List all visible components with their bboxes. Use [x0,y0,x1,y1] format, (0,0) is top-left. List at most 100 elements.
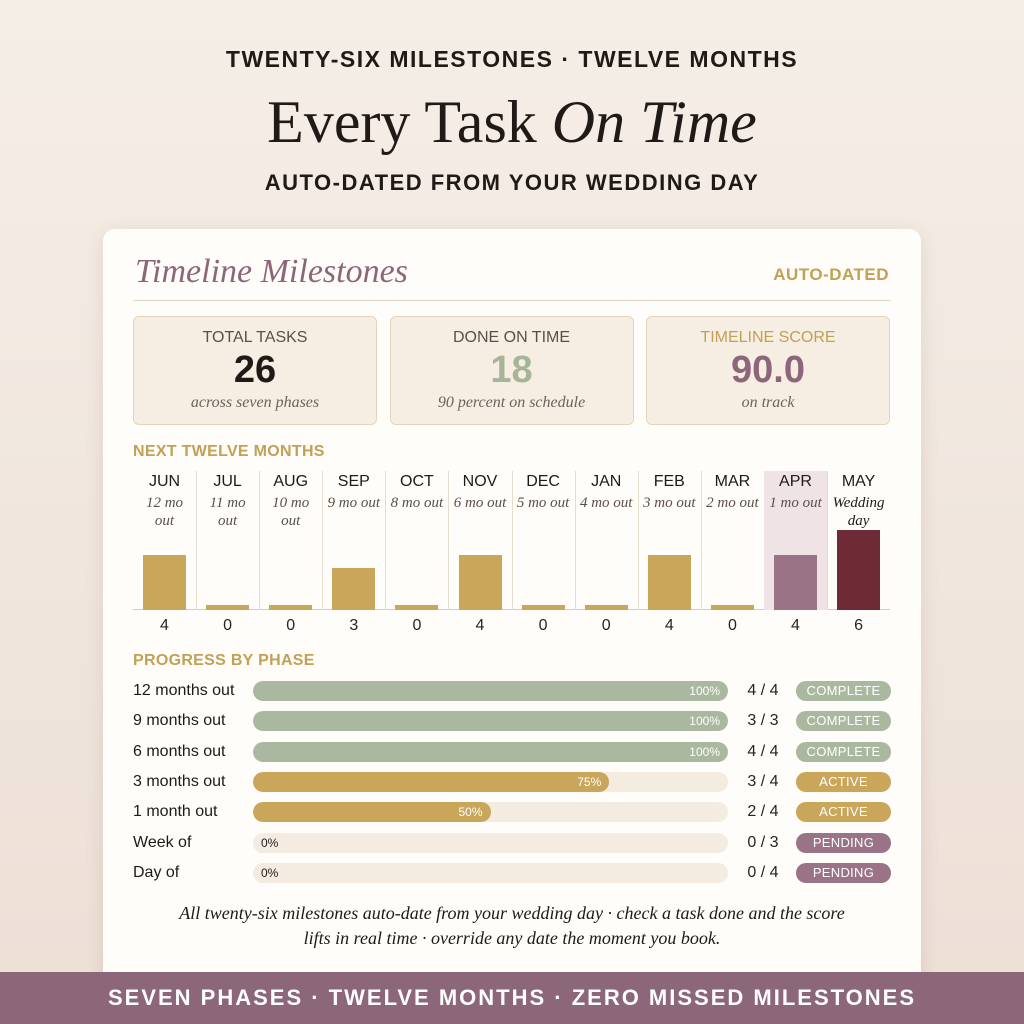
month-column: SEP 9 mo out [322,471,387,610]
month-sub: 2 mo out [706,495,759,511]
month-sub: Wedding day [832,495,885,529]
month-bar [332,567,376,610]
month-column: OCT 8 mo out [385,471,450,610]
stat-sub: 90 percent on schedule [437,394,586,411]
status-pill: ACTIVE [796,802,891,823]
month-count: 0 [223,617,233,634]
percent-label: 0% [261,865,279,880]
month-label: APR [779,473,812,490]
percent-label: 0% [261,835,279,850]
phase-count: 3 / 4 [747,772,779,790]
month-sub: 10 mo out [272,495,310,529]
headline-plain: Every Task [267,89,537,155]
footer-banner: SEVEN PHASES · TWELVE MONTHS · ZERO MISS… [0,972,1024,1024]
month-column: APR 1 mo out [764,471,828,610]
month-bar [521,605,565,610]
month-sub: 3 mo out [643,495,696,511]
month-label: MAR [714,473,751,490]
month-count: 4 [160,617,169,634]
month-bar [395,605,439,610]
month-count: 4 [791,617,800,634]
status-pill: COMPLETE [796,711,891,732]
month-column: DEC 5 mo out [512,471,576,610]
month-column: MAY Wedding day [827,471,890,610]
month-bar [774,555,817,610]
month-label: NOV [462,473,498,490]
month-sub: 5 mo out [516,495,570,511]
month-sub: 12 mo out [145,495,184,529]
phase-label: 1 month out [133,803,218,821]
card-title: Timeline Milestones [135,253,408,290]
note: All twenty-six milestones auto-date from… [179,903,845,948]
month-sub: 1 mo out [769,495,822,511]
progress-fill [253,711,728,732]
month-label: JUL [213,473,242,490]
stat-card: TIMELINE SCORE 90.0 on track [646,316,890,425]
month-column: AUG 10 mo out [259,471,324,610]
headline-italic: On Time [551,89,757,155]
month-count: 6 [854,617,864,634]
progress-fill [253,802,491,823]
divider [133,300,891,301]
month-count: 4 [475,617,485,634]
month-label: JAN [591,473,622,490]
month-bar [206,605,250,610]
stat-card: DONE ON TIME 18 90 percent on schedule [389,316,634,425]
phase-label: 6 months out [133,742,226,760]
percent-label: 50% [458,805,483,820]
percent-label: 100% [689,714,720,729]
stat-value: 26 [233,349,277,391]
stat-card: TOTAL TASKS 26 across seven phases [133,316,377,425]
month-label: AUG [273,473,309,490]
progress-track: 100% [253,741,728,762]
month-label: OCT [400,473,434,490]
month-sub: 11 mo out [209,495,246,529]
status-pill: COMPLETE [796,681,891,701]
progress-track: 100% [253,681,728,701]
month-bar [837,530,881,610]
stat-value: 18 [490,349,533,391]
status-pill: COMPLETE [796,741,891,762]
phase-count: 2 / 4 [747,803,779,821]
phase-count: 0 / 3 [747,833,779,851]
stat-sub: on track [741,394,795,411]
month-count: 0 [601,617,611,634]
month-column: JAN 4 mo out [575,471,639,610]
section-label: NEXT TWELVE MONTHS [133,443,325,460]
month-count: 3 [349,617,359,634]
month-bar [269,605,313,610]
progress-track: 0% [253,832,728,853]
percent-label: 75% [577,774,602,789]
phase-label: Day of [133,863,180,881]
month-sub: 6 mo out [453,495,507,511]
month-label: FEB [653,473,685,490]
phase-label: 12 months out [133,682,235,699]
month-count: 0 [412,617,422,634]
phase-count: 0 / 4 [747,863,779,881]
kicker: TWENTY-SIX MILESTONES · TWELVE MONTHS [225,46,799,72]
phase-label: Week of [133,833,192,851]
month-bar [458,555,502,610]
month-count: 0 [286,617,296,634]
month-label: MAY [841,473,876,490]
percent-label: 100% [689,744,720,759]
month-bar [710,605,754,610]
phase-label: 9 months out [133,712,226,730]
card: Timeline Milestones AUTO-DATED NEXT TWEL… [103,229,921,989]
stat-sub: across seven phases [190,394,320,411]
phase-count: 4 / 4 [747,682,779,699]
progress-fill [253,771,610,792]
month-column: FEB 3 mo out [638,471,702,610]
phase-count: 3 / 3 [747,712,779,730]
month-label: DEC [526,473,560,490]
month-column: NOV 6 mo out [449,471,513,610]
month-column: JUN 12 mo out [133,471,197,610]
status-pill: ACTIVE [796,771,891,792]
status-pill: PENDING [796,862,891,883]
progress-track: 0% [253,862,728,883]
stat-label: DONE ON TIME [452,329,571,346]
stat-value: 90.0 [731,349,805,391]
status-pill: PENDING [796,832,891,853]
month-bar [647,555,691,610]
subtitle: AUTO-DATED FROM YOUR WEDDING DAY [264,170,760,195]
